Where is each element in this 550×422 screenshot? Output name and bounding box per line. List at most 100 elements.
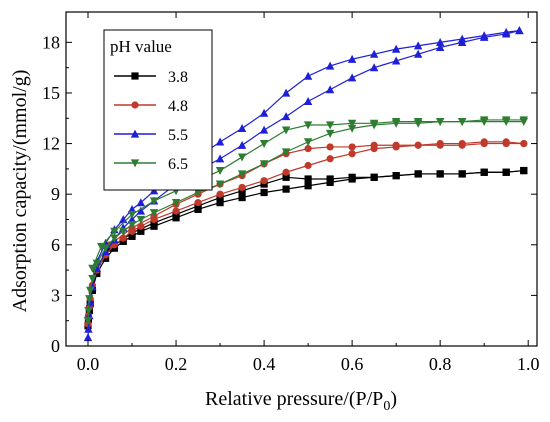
data-point [259,125,269,134]
x-axis-label-main: Relative pressure/(P/P [205,388,383,410]
data-point [136,206,146,215]
data-point [391,44,401,53]
data-point [515,26,524,35]
data-point [303,138,313,147]
data-point [435,37,445,46]
data-point [502,168,510,176]
data-point [414,170,422,178]
legend-label: 5.5 [168,127,188,144]
y-axis-label: Adsorption capacity/(mmol/g) [9,70,31,313]
data-point [119,227,128,236]
data-point [194,199,202,207]
data-point [101,244,110,253]
data-point [282,185,290,193]
data-point [304,145,312,153]
data-point [325,121,335,130]
data-point [84,324,93,333]
data-point [519,116,528,125]
data-point [85,295,94,304]
data-point [413,49,423,58]
legend-title: pH value [110,37,172,56]
data-point [480,138,488,146]
data-point [457,34,467,43]
legend-item: 3.8 [114,69,188,86]
data-point [83,333,93,342]
data-point [237,170,247,179]
data-point [303,71,313,80]
legend: pH value 3.8 4.8 5.5 6.5 [103,29,213,191]
data-point [436,139,444,148]
data-point [370,141,378,149]
series-line-desorption [91,119,524,269]
data-point [281,148,291,157]
legend-item: 5.5 [114,127,188,144]
data-point [413,41,423,50]
legend-item: 4.8 [114,98,188,115]
x-axis-label-subscript: 0 [383,399,390,414]
data-point [172,207,180,215]
data-point [237,153,247,162]
series-3-8 [84,166,528,330]
data-point [193,188,203,197]
x-axis-label-suffix: ) [390,388,397,410]
data-point [347,54,357,63]
legend-label: 4.8 [168,98,188,115]
legend-swatch-marker [130,129,140,138]
data-point [86,286,95,295]
data-point [303,97,313,106]
data-point [413,118,423,127]
data-point [458,139,466,148]
data-point [149,209,159,218]
legend-swatch-marker [130,159,140,168]
data-point [414,141,422,149]
data-point [281,88,291,97]
series-line-desorption [109,169,524,249]
data-point [149,197,159,206]
legend-item: 6.5 [114,156,188,173]
x-tick-label: 0.4 [253,354,276,374]
data-point [347,124,357,133]
data-point [237,140,247,149]
data-point [216,199,224,207]
data-point [171,199,181,208]
y-tick-label: 0 [51,336,60,356]
data-point [370,173,378,181]
axes: 0.0 0.2 0.4 0.6 0.8 1.0 0 3 6 9 12 15 18 [42,11,539,374]
data-point [369,49,379,58]
data-point [479,116,489,125]
data-point [347,73,357,82]
data-point [238,193,246,202]
data-point [435,43,445,52]
data-point [457,118,467,127]
data-point [304,182,312,190]
series-line-desorption [109,141,524,246]
data-point [83,317,93,326]
data-point [369,119,379,128]
y-tick-label: 12 [42,134,60,154]
data-point [110,234,119,243]
data-point [304,161,312,170]
legend-swatch-marker [131,101,139,109]
y-tick-label: 15 [42,83,60,103]
data-point [325,61,335,70]
data-point [369,63,379,72]
data-point [282,173,290,181]
data-point [348,150,356,158]
data-point [259,108,269,117]
data-point [259,160,269,169]
data-point [520,139,528,148]
data-point [281,126,291,135]
x-tick-label: 0.2 [165,354,188,374]
data-point [86,297,95,306]
data-point [325,85,335,94]
data-point [215,154,225,163]
data-point [127,210,137,219]
data-point [501,116,511,125]
data-point [110,227,119,236]
data-point [458,170,466,178]
legend-label: 3.8 [168,69,188,86]
y-tick-label: 6 [51,235,60,255]
data-point [326,175,334,183]
data-point [260,177,268,185]
